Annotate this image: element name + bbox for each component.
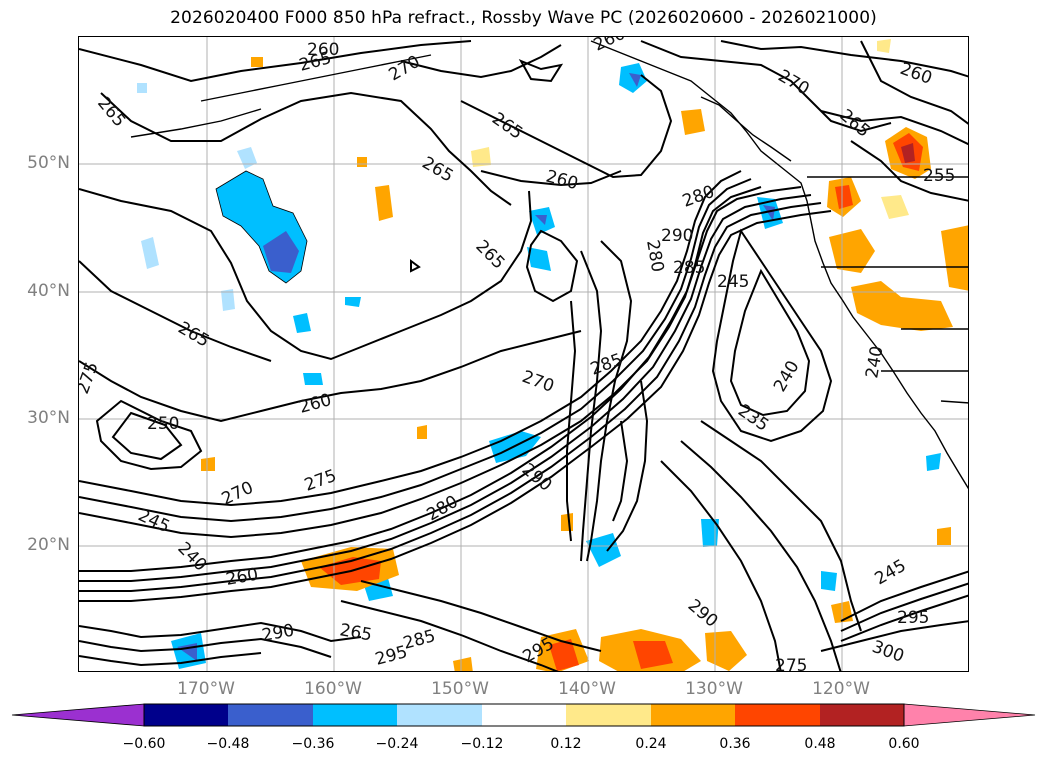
contour-label: 290	[684, 596, 722, 632]
contour-label: 265	[93, 93, 129, 131]
contour-label: 260	[307, 40, 339, 60]
contour-label: 280	[424, 492, 462, 526]
lat-label-30n: 30°N	[27, 408, 70, 428]
colorbar	[11, 703, 1036, 727]
lat-label-50n: 50°N	[27, 153, 70, 173]
colorbar-tick: 0.24	[635, 736, 667, 752]
refractivity-contours	[79, 40, 968, 671]
lat-label-20n: 20°N	[27, 535, 70, 555]
contour-label: 290	[661, 226, 693, 246]
colorbar-bin	[313, 704, 397, 726]
contour-label: 260	[591, 37, 629, 56]
contour-label: 260	[897, 59, 934, 89]
colorbar-tick: 0.60	[888, 736, 920, 752]
colorbar-tick: −0.24	[375, 736, 419, 752]
contour-label: 265	[488, 109, 526, 144]
contour-label: 260	[297, 390, 334, 418]
contour-label: 270	[519, 367, 556, 397]
colorbar-tick: −0.60	[122, 736, 166, 752]
contour-label: 260	[544, 167, 581, 195]
contour-label: 255	[923, 166, 955, 186]
colorbar-tick: 0.48	[804, 736, 836, 752]
contour-label: 260	[224, 565, 259, 590]
map-svg: 265 260 265 270 260 265 260 265 260 255 …	[79, 37, 968, 672]
contour-label: 280	[680, 182, 717, 212]
contour-label: 275	[775, 656, 807, 672]
contour-label: 265	[338, 620, 373, 645]
positive-anomaly-shading	[201, 39, 968, 671]
lat-label-40n: 40°N	[27, 281, 70, 301]
contour-label: 245	[872, 556, 910, 590]
colorbar-tick: 0.36	[719, 736, 751, 752]
colorbar-bin	[820, 704, 904, 726]
contour-label: 245	[717, 272, 749, 292]
contour-label: 300	[869, 637, 906, 667]
contour-label: 270	[386, 52, 424, 86]
lon-label-120w: 120°W	[812, 679, 870, 699]
lon-label-130w: 130°W	[685, 679, 743, 699]
contour-label: 265	[297, 48, 334, 76]
lon-label-140w: 140°W	[558, 679, 616, 699]
colorbar-extend-high	[903, 703, 1036, 727]
contour-label: 295	[373, 642, 410, 670]
colorbar-bin	[144, 704, 228, 726]
contour-label: 275	[79, 359, 103, 396]
lon-label-160w: 160°W	[304, 679, 362, 699]
contour-label: 265	[419, 153, 457, 187]
colorbar-extend-low	[11, 703, 145, 727]
contour-label: 245	[135, 505, 173, 537]
contour-label: 250	[147, 414, 179, 434]
map-title: 2026020400 F000 850 hPa refract., Rossby…	[170, 8, 877, 28]
lon-label-150w: 150°W	[431, 679, 489, 699]
contour-label: 265	[836, 106, 874, 142]
colorbar-tick: −0.36	[291, 736, 335, 752]
colorbar-bin	[397, 704, 482, 726]
contour-label: 290	[260, 621, 295, 646]
lon-label-170w: 170°W	[177, 679, 235, 699]
colorbar-bin	[482, 704, 566, 726]
colorbar-bin	[566, 704, 651, 726]
colorbar-tick: 0.12	[550, 736, 582, 752]
contour-label: 265	[471, 236, 508, 273]
contour-label: 240	[173, 538, 210, 575]
colorbar-tick: −0.48	[206, 736, 250, 752]
colorbar-bin	[735, 704, 820, 726]
contour-label: 285	[401, 626, 438, 654]
contour-label: 280	[642, 238, 667, 273]
contour-label: 240	[862, 344, 887, 379]
map-plot-area: 265 260 265 270 260 265 260 265 260 255 …	[78, 36, 969, 672]
colorbar-bin	[228, 704, 313, 726]
contour-label: 285	[673, 258, 705, 278]
contour-label: 270	[775, 66, 813, 100]
contour-label: 295	[897, 608, 929, 628]
colorbar-bin	[651, 704, 735, 726]
contour-label: 240	[770, 357, 804, 395]
colorbar-tick: −0.12	[460, 736, 504, 752]
